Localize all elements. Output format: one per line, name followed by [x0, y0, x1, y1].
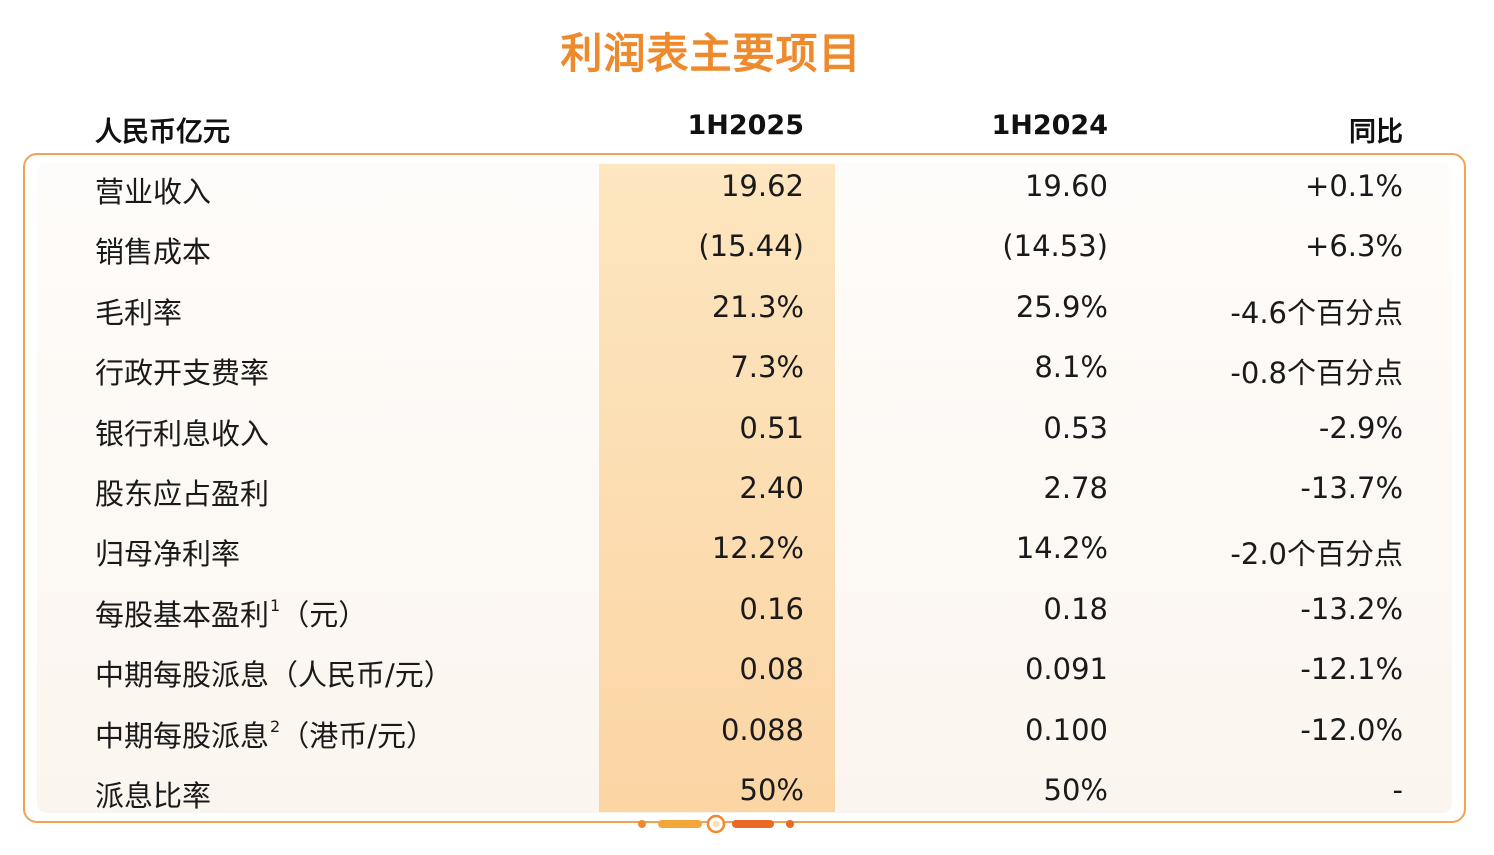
row-label-text: 中期每股派息（人民币/元）: [95, 658, 453, 693]
header-col-1h2024: 1H2024: [991, 110, 1108, 141]
value-yoy: -2.9%: [1318, 410, 1403, 445]
value-1h2025: 21.3%: [711, 289, 804, 324]
row-label: 股东应占盈利: [95, 471, 269, 513]
row-label: 营业收入: [95, 169, 211, 211]
row-label-text: 银行利息收入: [95, 416, 270, 451]
table-row: 每股基本盈利1（元） 0.16 0.18 -13.2%: [0, 582, 1494, 642]
row-label-text: 中期每股派息: [95, 718, 270, 753]
value-yoy: -: [1392, 773, 1403, 807]
row-label-text: 派息比率: [95, 779, 212, 813]
value-1h2024: 0.091: [1024, 652, 1108, 687]
table-row: 中期每股派息（人民币/元） 0.08 0.091 -12.1%: [0, 642, 1494, 702]
table-row: 归母净利率 12.2% 14.2% -2.0个百分点: [0, 521, 1494, 581]
row-label: 销售成本: [95, 229, 211, 271]
row-label-text: 营业收入: [95, 175, 212, 209]
row-label: 中期每股派息2（港币/元）: [95, 713, 435, 755]
row-label: 银行利息收入: [95, 411, 269, 453]
table-row: 行政开支费率 7.3% 8.1% -0.8个百分点: [0, 340, 1494, 400]
row-label-text: 股东应占盈利: [95, 477, 270, 511]
row-label-text: 每股基本盈利: [95, 597, 270, 632]
value-1h2024: 8.1%: [1034, 350, 1108, 385]
value-1h2025: 0.088: [720, 712, 804, 747]
value-1h2024: (14.53): [1002, 229, 1108, 264]
value-1h2024: 25.9%: [1015, 289, 1108, 324]
value-1h2024: 0.53: [1043, 410, 1108, 445]
value-yoy: -0.8个百分点: [1230, 356, 1403, 391]
value-yoy: +0.1%: [1305, 169, 1403, 203]
value-1h2025: 2.40: [739, 471, 804, 505]
decorative-divider: [638, 814, 794, 834]
row-label: 中期每股派息（人民币/元）: [95, 652, 453, 694]
page-title: 利润表主要项目: [560, 29, 862, 78]
current-period-highlight: [599, 164, 835, 812]
value-1h2025: 0.16: [739, 591, 804, 626]
value-1h2025: 19.62: [720, 169, 804, 203]
header-col-1h2025: 1H2025: [687, 110, 804, 141]
row-label-unit: （元）: [280, 597, 368, 632]
table-row: 营业收入 19.62 19.60 +0.1%: [0, 159, 1494, 219]
table-row: 银行利息收入 0.51 0.53 -2.9%: [0, 401, 1494, 461]
table-row: 股东应占盈利 2.40 2.78 -13.7%: [0, 461, 1494, 521]
row-label: 归母净利率: [95, 531, 240, 573]
value-yoy: -2.0个百分点: [1230, 537, 1403, 572]
value-yoy: -12.1%: [1300, 652, 1403, 687]
value-1h2024: 19.60: [1024, 169, 1108, 203]
value-1h2025: 50%: [739, 773, 804, 807]
row-label: 毛利率: [95, 290, 182, 332]
row-label-unit: （港币/元）: [280, 718, 435, 753]
row-label-text: 毛利率: [95, 295, 183, 330]
value-1h2024: 50%: [1043, 773, 1108, 807]
table-row: 派息比率 50% 50% -: [0, 763, 1494, 823]
value-1h2025: 0.08: [739, 652, 804, 687]
header-col-yoy: 同比: [1349, 117, 1403, 148]
value-1h2024: 2.78: [1043, 471, 1108, 505]
value-yoy: +6.3%: [1305, 229, 1403, 264]
value-1h2024: 0.18: [1043, 591, 1108, 626]
row-label: 每股基本盈利1（元）: [95, 592, 367, 634]
value-1h2025: (15.44): [698, 229, 804, 264]
row-label-text: 销售成本: [95, 235, 212, 270]
row-label-text: 行政开支费率: [95, 356, 270, 391]
table-row: 毛利率 21.3% 25.9% -4.6个百分点: [0, 280, 1494, 340]
table-header: 人民币亿元 1H2025 1H2024 同比: [0, 106, 1494, 148]
table-row: 销售成本 (15.44) (14.53) +6.3%: [0, 219, 1494, 279]
value-yoy: -4.6个百分点: [1230, 295, 1403, 330]
footnote-marker: 2: [270, 716, 281, 736]
value-1h2025: 0.51: [739, 410, 804, 445]
table-row: 中期每股派息2（港币/元） 0.088 0.100 -12.0%: [0, 703, 1494, 763]
value-1h2025: 12.2%: [711, 531, 804, 566]
row-label-text: 归母净利率: [95, 537, 241, 572]
header-unit-label: 人民币亿元: [95, 117, 230, 148]
footnote-marker: 1: [270, 595, 281, 615]
value-1h2024: 0.100: [1024, 712, 1108, 747]
row-label: 行政开支费率: [95, 350, 269, 392]
value-yoy: -13.7%: [1300, 471, 1403, 505]
value-yoy: -12.0%: [1300, 712, 1403, 747]
value-1h2025: 7.3%: [730, 350, 804, 385]
value-1h2024: 14.2%: [1015, 531, 1108, 566]
value-yoy: -13.2%: [1300, 591, 1403, 626]
row-label: 派息比率: [95, 773, 211, 815]
